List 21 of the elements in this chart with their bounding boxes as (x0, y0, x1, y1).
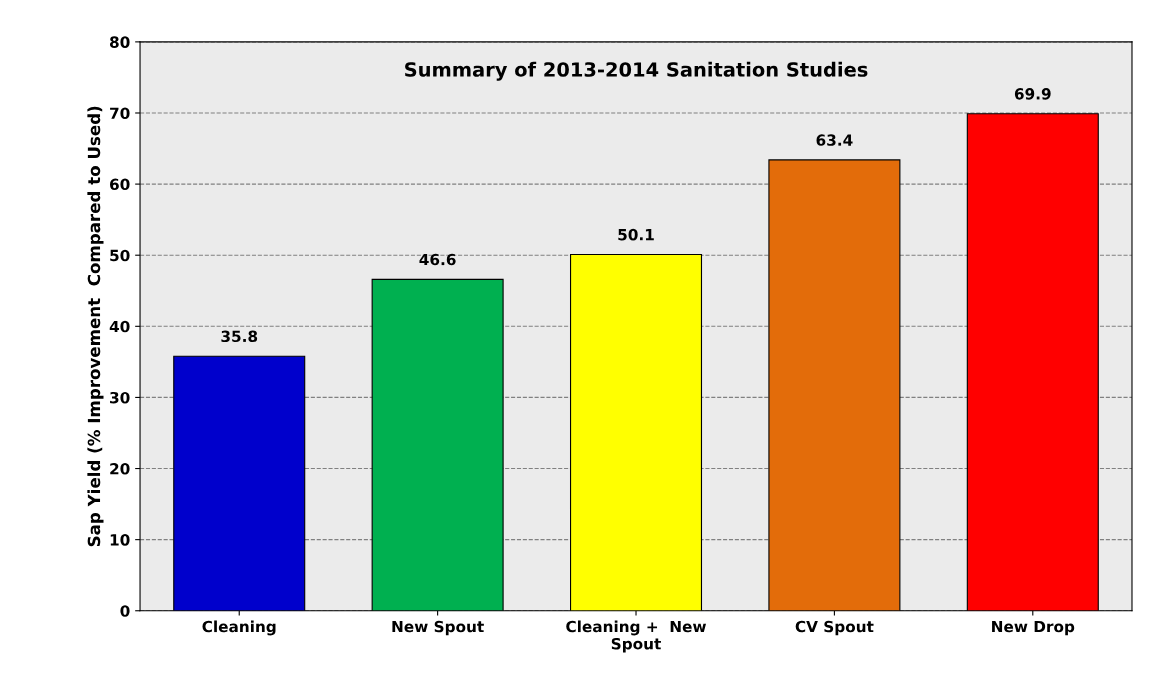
text: Summary of 2013-2014 Sanitation Studies (405, 61, 868, 81)
y-tick-label: 80 (109, 36, 130, 48)
data-label: 35.8 (221, 330, 258, 343)
y-tick-label: 40 (109, 320, 130, 333)
data-label: 63.4 (816, 134, 853, 146)
y-tick-label: 0 (120, 605, 130, 617)
x-tick-label: Cleaning (202, 620, 276, 636)
y-axis-title: Sap Yield (% Improvement Compared to Used) (87, 106, 104, 547)
y-tick-label: 30 (110, 391, 130, 404)
y-tick-label: 10 (110, 534, 130, 546)
x-tick-label: New Drop (992, 620, 1075, 636)
y-tick-label: 20 (110, 463, 130, 475)
x-tick-label: CV Spout (795, 620, 874, 636)
data-label: 69.9 (1014, 88, 1051, 100)
y-tick-label: 60 (110, 178, 130, 191)
x-tick-label: New Spout (392, 620, 484, 636)
y-tick-label: 50 (110, 249, 130, 262)
data-label: 46.6 (419, 253, 456, 266)
data-label: 50.1 (618, 228, 654, 241)
x-tick-label: Cleaning + New Spout (566, 620, 707, 653)
y-tick-label: 70 (110, 107, 130, 120)
